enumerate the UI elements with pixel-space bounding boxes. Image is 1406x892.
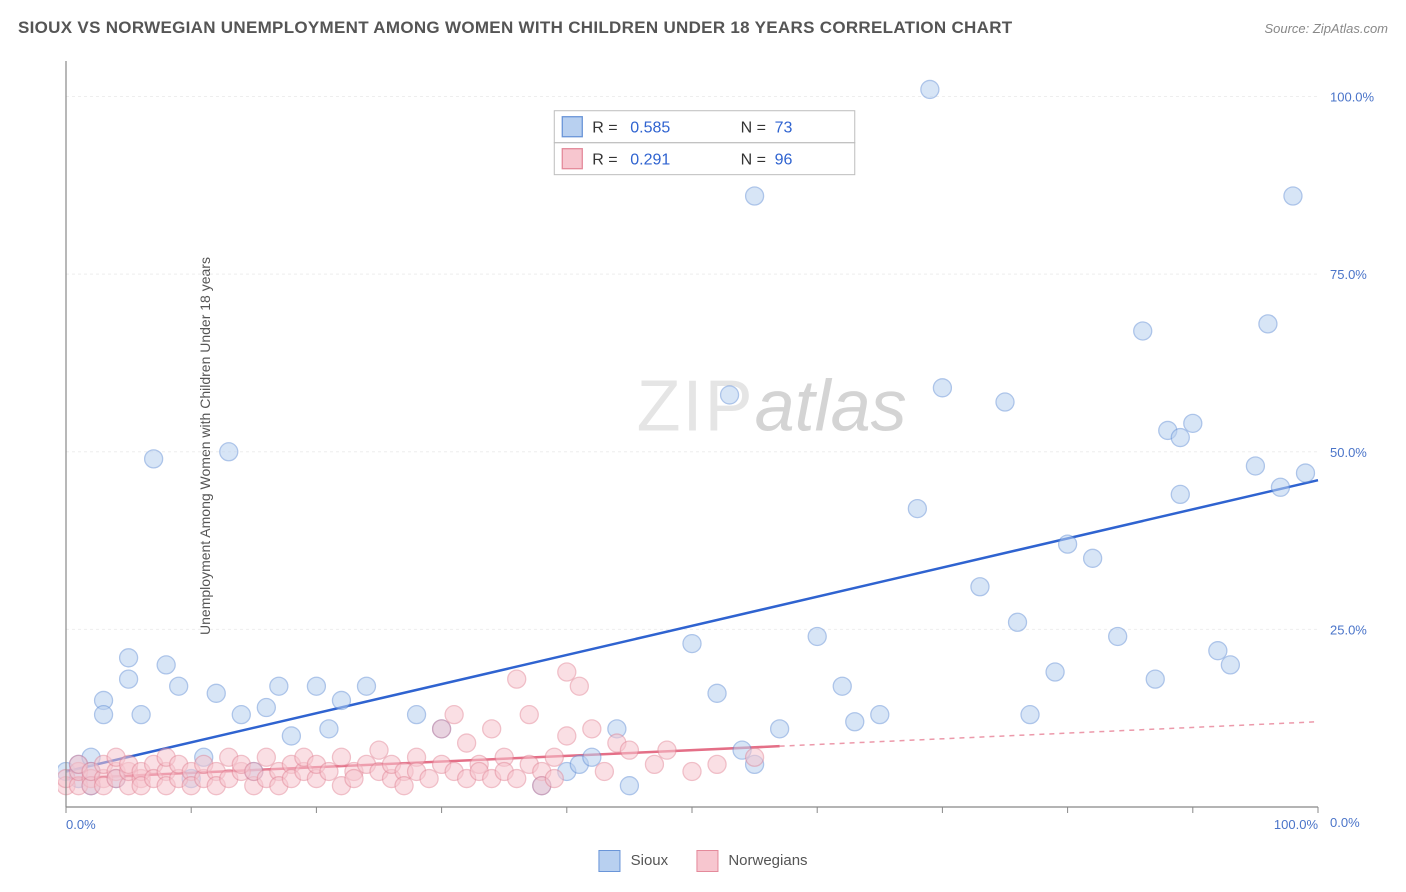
header: SIOUX VS NORWEGIAN UNEMPLOYMENT AMONG WO… [18, 18, 1388, 38]
svg-text:atlas: atlas [755, 366, 907, 446]
svg-text:0.0%: 0.0% [1330, 815, 1360, 830]
legend-label-sioux: Sioux [631, 852, 669, 869]
svg-text:25.0%: 25.0% [1330, 622, 1367, 637]
svg-text:0.585: 0.585 [630, 120, 670, 137]
legend-swatch-sioux [598, 850, 620, 872]
legend-label-norwegians: Norwegians [728, 852, 807, 869]
bottom-legend: Sioux Norwegians [598, 850, 807, 872]
svg-text:96: 96 [775, 152, 793, 169]
svg-text:N =: N = [741, 152, 766, 169]
source-label: Source: ZipAtlas.com [1264, 21, 1388, 36]
svg-text:0.0%: 0.0% [66, 817, 96, 832]
legend-swatch-norwegians [696, 850, 718, 872]
svg-text:R =: R = [592, 152, 617, 169]
svg-text:0.291: 0.291 [630, 152, 670, 169]
svg-text:75.0%: 75.0% [1330, 267, 1367, 282]
svg-text:50.0%: 50.0% [1330, 445, 1367, 460]
legend-item-sioux: Sioux [598, 850, 668, 872]
svg-text:100.0%: 100.0% [1330, 90, 1375, 105]
svg-text:ZIP: ZIP [637, 366, 755, 446]
scatter-chart-svg: ZIPatlas 0.0% 100.0% 0.0% 25.0% 50.0% 75.0% 100… [58, 55, 1388, 837]
chart-title: SIOUX VS NORWEGIAN UNEMPLOYMENT AMONG WO… [18, 18, 1012, 38]
svg-text:73: 73 [775, 120, 793, 137]
svg-text:R =: R = [592, 120, 617, 137]
plot-area: ZIPatlas 0.0% 100.0% 0.0% 25.0% 50.0% 75.0% 100… [58, 55, 1388, 837]
svg-text:100.0%: 100.0% [1274, 817, 1319, 832]
svg-text:N =: N = [741, 120, 766, 137]
legend-item-norwegians: Norwegians [696, 850, 807, 872]
